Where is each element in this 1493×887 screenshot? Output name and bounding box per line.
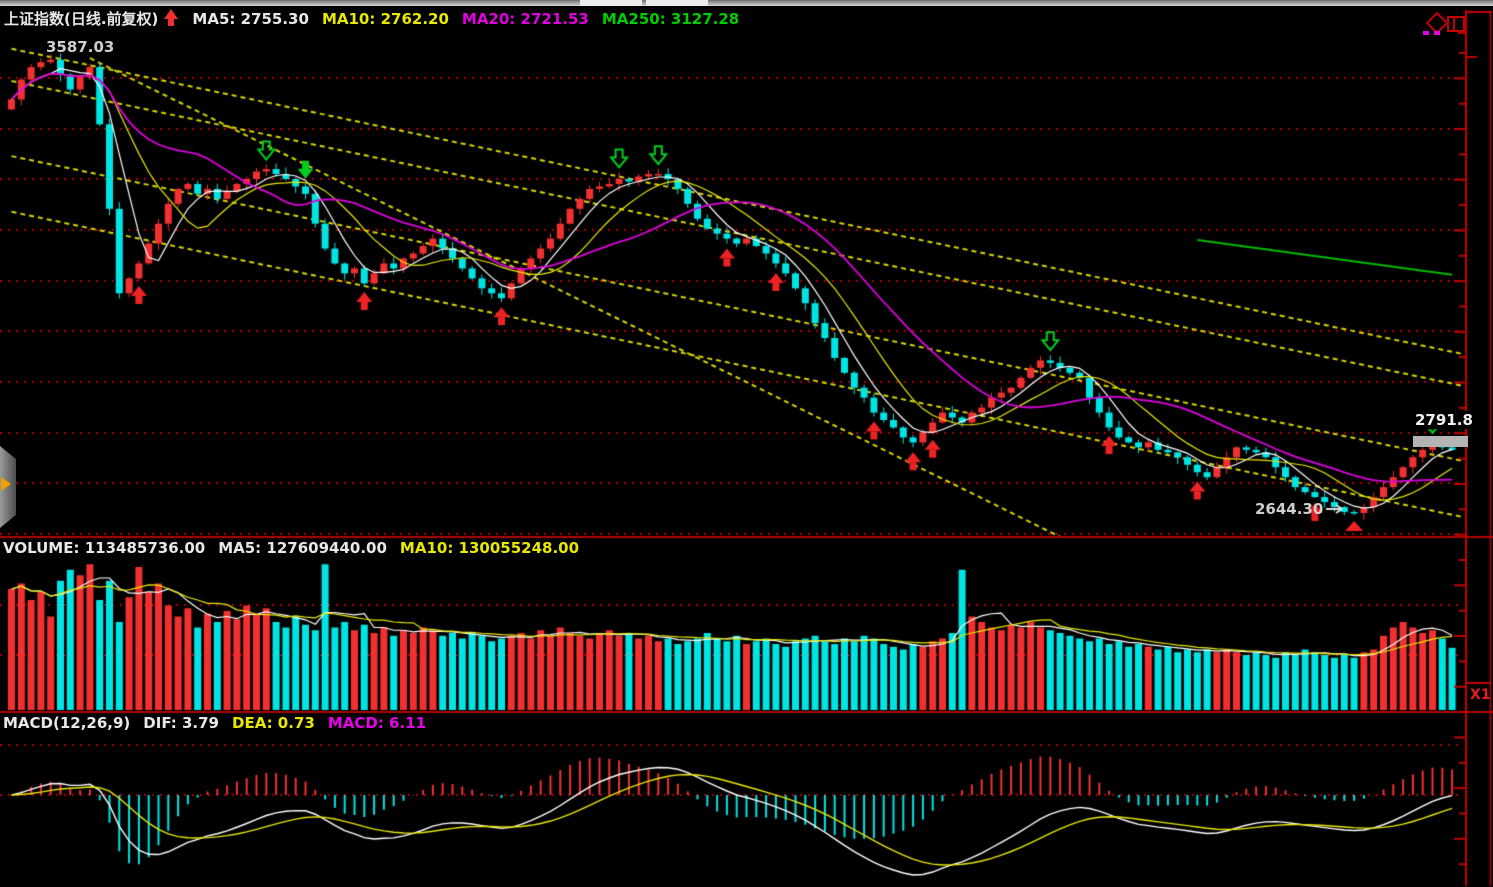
indicator-value-label: MACD: 6.11 bbox=[327, 714, 427, 732]
highest-price-label: 3587.03 bbox=[46, 38, 115, 56]
indicator-value-label: DIF: 3.79 bbox=[143, 714, 219, 732]
indicator-dot-icon bbox=[1423, 31, 1429, 35]
indicator-dot-icon bbox=[1434, 31, 1440, 35]
main-pane-header: 上证指数(日线.前复权) MA5: 2755.30 MA10: 2762.20 MA2… bbox=[4, 8, 765, 29]
indicator-value-label: MA10: 130055248.00 bbox=[399, 539, 580, 557]
indicator-value-label: MA20: 2721.53 bbox=[461, 10, 589, 28]
current-price-label: 2791.8 bbox=[1414, 411, 1474, 429]
symbol-title: 上证指数(日线.前复权) bbox=[4, 10, 159, 28]
volume-title: VOLUME: 113485736.00 bbox=[3, 539, 206, 557]
current-price-marker bbox=[1413, 436, 1468, 447]
volume-ma-group: MA5: 127609440.00 MA10: 130055248.00 bbox=[218, 539, 592, 557]
ma-values-group: MA5: 2755.30 MA10: 2762.20 MA20: 2721.53 MA… bbox=[192, 10, 752, 28]
buy-signal-arrow-icon bbox=[164, 9, 179, 26]
split-window-icon[interactable] bbox=[1447, 16, 1465, 32]
expand-arrow-icon bbox=[1, 477, 11, 491]
indicator-value-label: MA10: 2762.20 bbox=[321, 10, 449, 28]
volume-pane-header: VOLUME: 113485736.00 MA5: 127609440.00 MA1… bbox=[3, 539, 605, 557]
sidebar-expand-tab[interactable] bbox=[0, 446, 16, 528]
indicator-value-label: MA5: 127609440.00 bbox=[218, 539, 387, 557]
window-edge-strip bbox=[0, 0, 1493, 6]
window-edge-tab bbox=[580, 0, 642, 6]
macd-values-group: DIF: 3.79 DEA: 0.73 MACD: 6.11 bbox=[143, 714, 439, 732]
indicator-value-label: MA250: 3127.28 bbox=[601, 10, 740, 28]
indicator-value-label: DEA: 0.73 bbox=[232, 714, 315, 732]
indicator-value-label: MA5: 2755.30 bbox=[192, 10, 309, 28]
macd-pane-header: MACD(12,26,9) DIF: 3.79 DEA: 0.73 MACD: 6.1… bbox=[3, 714, 452, 732]
window-edge-tab bbox=[646, 0, 708, 6]
macd-title: MACD(12,26,9) bbox=[3, 714, 131, 732]
lowest-price-label: 2644.30 bbox=[1255, 500, 1324, 518]
scale-indicator[interactable]: X1 bbox=[1470, 687, 1491, 703]
